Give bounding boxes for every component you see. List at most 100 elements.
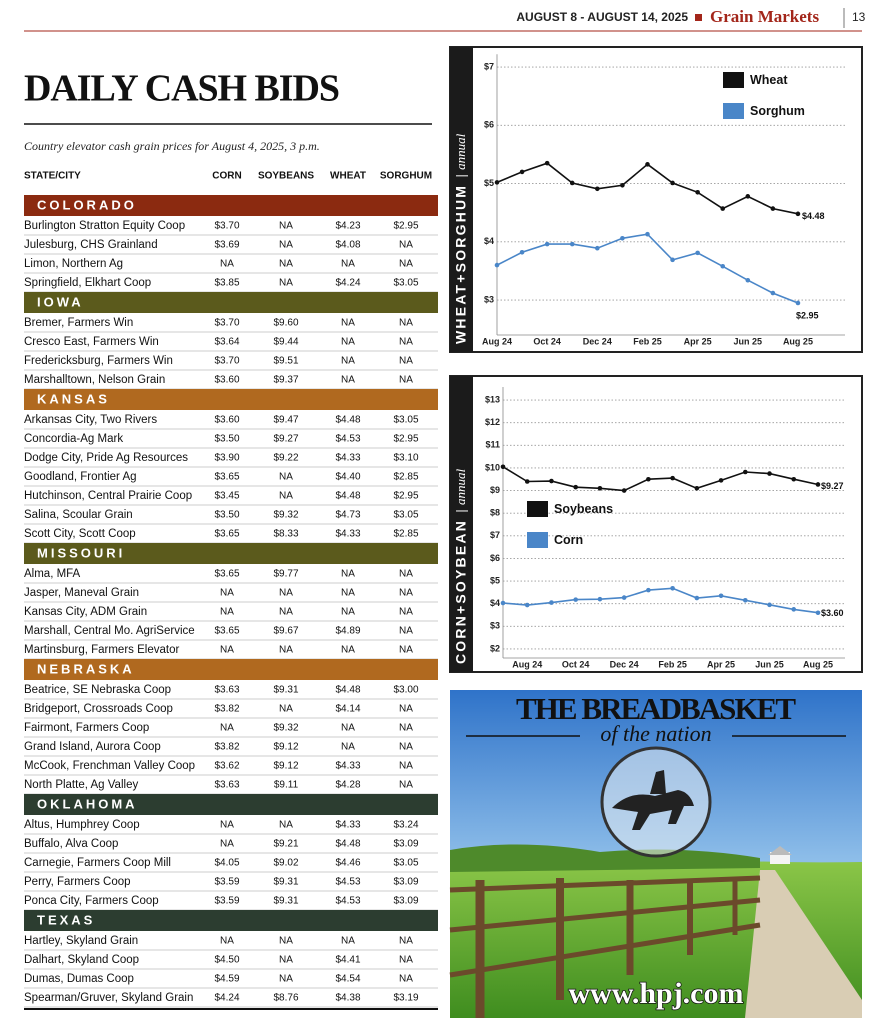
price-cell: NA <box>220 936 234 947</box>
price-cell: $3.63 <box>214 685 239 696</box>
price-cell: $9.11 <box>274 780 299 791</box>
price-cell: NA <box>341 588 355 599</box>
ad-barn-roof <box>768 846 792 855</box>
data-label: $2.95 <box>796 310 819 320</box>
location-cell: Grand Island, Aurora Coop <box>24 741 161 753</box>
data-point <box>720 263 726 269</box>
price-cell: $9.47 <box>273 415 298 426</box>
x-tick-label: Oct 24 <box>562 659 590 669</box>
data-point <box>597 596 603 602</box>
price-cell: $3.50 <box>214 510 239 521</box>
location-cell: Springfield, Elkhart Coop <box>24 277 151 289</box>
y-tick-label: $4 <box>490 598 500 608</box>
y-tick-label: $3 <box>484 294 494 304</box>
data-point <box>670 180 675 186</box>
price-cell: $3.19 <box>393 993 418 1004</box>
column-header: CORN <box>212 171 241 182</box>
price-cell: NA <box>279 704 293 715</box>
price-cell: $4.33 <box>335 761 360 772</box>
data-point <box>795 300 801 306</box>
data-point <box>694 595 700 601</box>
price-cell: NA <box>341 337 355 348</box>
section-name: IOWA <box>37 294 84 309</box>
data-point <box>745 277 751 283</box>
data-point <box>569 241 575 247</box>
data-point <box>519 169 525 175</box>
price-cell: NA <box>399 645 413 656</box>
price-cell: $9.32 <box>273 723 298 734</box>
data-point <box>620 182 625 188</box>
price-cell: $4.33 <box>335 820 360 831</box>
price-cell: NA <box>399 974 413 985</box>
data-point <box>494 262 500 268</box>
price-cell: $3.59 <box>214 877 239 888</box>
price-cell: $3.70 <box>214 221 239 232</box>
price-cell: $4.24 <box>214 993 239 1004</box>
price-cell: $4.40 <box>335 472 360 483</box>
y-tick-label: $5 <box>490 575 500 585</box>
data-point <box>573 597 578 602</box>
price-cell: NA <box>220 259 234 270</box>
price-cell: $3.24 <box>393 820 418 831</box>
side-subtitle: annual <box>453 133 468 170</box>
page-title: DAILY CASH BIDS <box>24 68 340 110</box>
price-cell: $3.70 <box>214 318 239 329</box>
y-tick-label: $11 <box>485 440 500 450</box>
price-cell: $8.76 <box>273 993 298 1004</box>
price-cell: $9.31 <box>273 877 298 888</box>
price-cell: NA <box>279 607 293 618</box>
x-tick-label: Oct 24 <box>533 336 561 346</box>
data-point <box>695 250 700 256</box>
price-cell: $9.31 <box>273 685 298 696</box>
price-cell: $9.44 <box>273 337 298 348</box>
header-page: 13 <box>852 10 866 24</box>
data-point <box>695 189 700 195</box>
side-band <box>450 376 473 672</box>
price-cell: $4.24 <box>335 278 360 289</box>
x-tick-label: Jun 25 <box>734 336 763 346</box>
data-point <box>770 290 776 296</box>
price-cell: NA <box>399 569 413 580</box>
price-cell: NA <box>220 607 234 618</box>
ad-fence <box>449 875 761 1018</box>
x-tick-label: Aug 24 <box>482 336 512 346</box>
location-cell: Fairmont, Farmers Coop <box>24 722 149 734</box>
legend-swatch <box>527 501 548 517</box>
location-cell: Perry, Farmers Coop <box>24 876 131 888</box>
price-cell: $3.05 <box>393 278 418 289</box>
price-cell: $3.09 <box>393 839 418 850</box>
price-cell: $4.38 <box>335 993 360 1004</box>
price-cell: NA <box>341 723 355 734</box>
price-cell: $9.67 <box>273 626 298 637</box>
price-cell: NA <box>220 588 234 599</box>
location-cell: Scott City, Scott Coop <box>24 528 136 540</box>
price-cell: $9.22 <box>273 453 298 464</box>
price-cell: NA <box>399 955 413 966</box>
data-point <box>573 484 578 490</box>
section-name: KANSAS <box>37 391 110 406</box>
price-cell: NA <box>341 375 355 386</box>
y-tick-label: $6 <box>490 553 500 563</box>
data-point <box>718 478 724 483</box>
data-point <box>620 236 625 241</box>
price-cell: $9.31 <box>273 896 298 907</box>
charts: WHEAT+SORGHUM annual $3 $4 $5 $6 $7 Aug 24 Oct 2… <box>449 46 863 673</box>
data-point <box>795 211 801 217</box>
section-name: TEXAS <box>37 912 95 927</box>
price-cell: $3.70 <box>214 356 239 367</box>
section-bar <box>24 195 438 216</box>
location-cell: Fredericksburg, Farmers Win <box>24 355 173 367</box>
price-cell: $2.95 <box>393 491 418 502</box>
legend-label: Wheat <box>750 73 788 87</box>
section-name: MISSOURI <box>37 545 125 560</box>
price-cell: $9.27 <box>273 434 298 445</box>
legend-label: Soybeans <box>554 502 613 516</box>
price-cell: NA <box>279 645 293 656</box>
ad-trees <box>450 844 760 872</box>
location-cell: Concordia-Ag Mark <box>24 433 123 445</box>
price-cell: $3.45 <box>214 491 239 502</box>
header-bullet <box>695 14 702 21</box>
price-cell: NA <box>220 820 234 831</box>
data-point <box>694 485 700 491</box>
data-point <box>743 469 748 475</box>
